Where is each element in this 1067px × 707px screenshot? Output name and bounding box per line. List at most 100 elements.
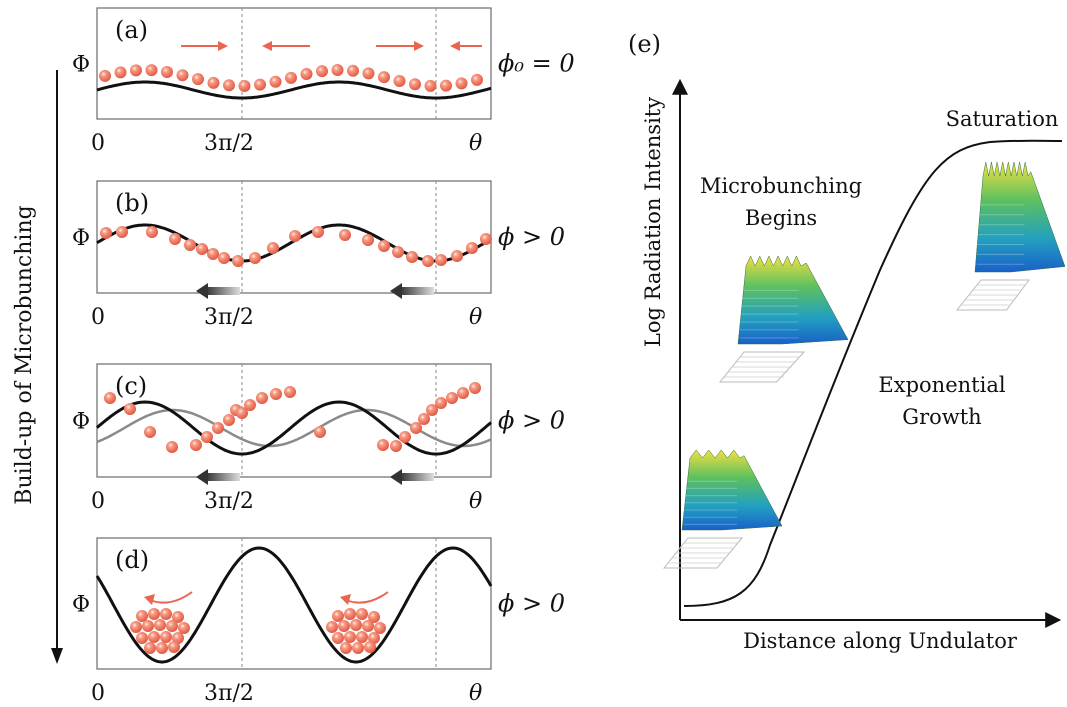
potential-curve — [96, 80, 492, 100]
drift-arrow-head — [390, 283, 402, 299]
force-arrow-head — [262, 41, 272, 51]
particle — [374, 622, 386, 634]
particle — [368, 611, 380, 623]
particle — [332, 632, 344, 644]
force-arrow-head — [450, 41, 460, 51]
particle — [368, 632, 380, 644]
panel-tag: (a) — [115, 16, 148, 44]
particle — [223, 414, 235, 426]
surface-ridge — [974, 161, 1066, 273]
phase-label: ϕ₀ = 0 — [498, 50, 575, 78]
annotation-begins: Begins — [745, 206, 817, 230]
particle — [356, 608, 368, 620]
particle — [207, 76, 220, 89]
panel-e: (e) Log Radiation Intensity Distance alo… — [628, 30, 1066, 653]
panel-tag: (b) — [115, 189, 149, 217]
y-axis-label: Log Radiation Intensity — [641, 97, 665, 347]
particle — [218, 252, 230, 264]
particle — [377, 439, 389, 451]
particle — [201, 431, 213, 443]
annotation-microbunching: Microbunching — [700, 174, 862, 198]
particle — [285, 71, 297, 84]
particle — [156, 642, 168, 654]
build-up-arrow — [51, 70, 63, 664]
phase-label: ϕ > 0 — [498, 407, 565, 435]
surface-plot-saturation — [955, 161, 1066, 311]
x-tick-label: 3π/2 — [204, 489, 254, 514]
particle — [390, 440, 402, 452]
particle — [196, 243, 208, 255]
particle — [392, 246, 404, 258]
particle — [269, 75, 282, 88]
x-tick-label: θ — [469, 681, 482, 706]
bunching-arrow-head — [340, 594, 351, 605]
particle — [440, 79, 452, 92]
particle — [352, 642, 364, 654]
particle — [471, 73, 483, 86]
particle — [160, 608, 172, 620]
particle — [236, 407, 248, 419]
particle — [284, 386, 296, 398]
annotation-exponential: Exponential — [878, 373, 1005, 397]
intensity-curve — [683, 139, 1063, 607]
particle — [166, 620, 178, 632]
bunching-arrow — [149, 591, 193, 604]
particle — [154, 619, 166, 631]
drift-arrow-head — [196, 469, 208, 485]
particle — [130, 621, 142, 633]
particle — [331, 64, 344, 77]
particle — [254, 78, 266, 91]
particle — [184, 239, 196, 251]
particle — [176, 69, 189, 82]
particle — [300, 68, 313, 81]
build-up-label: Build-up of Microbunching — [12, 205, 37, 504]
drift-arrow — [206, 473, 240, 481]
particle — [399, 431, 411, 443]
x-tick-label: 3π/2 — [204, 305, 254, 330]
potential-curve — [96, 400, 492, 456]
particle — [238, 79, 251, 92]
particle — [161, 65, 173, 78]
potential-label: Φ — [72, 410, 90, 435]
particle — [145, 64, 158, 77]
particle — [314, 426, 326, 438]
drift-arrow — [400, 287, 434, 295]
particle — [136, 632, 148, 644]
x-tick-label: 3π/2 — [204, 131, 254, 156]
bunching-arrow-head — [144, 594, 155, 605]
particle — [332, 610, 344, 622]
particle — [223, 79, 235, 92]
drift-arrow-head — [196, 283, 208, 299]
particle — [256, 392, 268, 404]
force-arrow-head — [218, 41, 228, 51]
panel-frame — [96, 537, 492, 670]
x-tick-label: 0 — [91, 681, 105, 706]
particle — [168, 641, 180, 653]
particle — [316, 65, 328, 78]
particle — [178, 622, 190, 634]
panel-b: (b) Φ ϕ > 0 0 3π/2 θ — [72, 180, 565, 330]
particle — [312, 226, 324, 238]
particle — [406, 251, 418, 263]
particle — [172, 611, 184, 623]
particle — [451, 250, 463, 262]
particle — [362, 234, 374, 246]
particle — [190, 439, 202, 451]
particle — [166, 441, 178, 453]
particle — [340, 642, 352, 654]
x-tick-label: θ — [469, 131, 482, 156]
particle — [480, 233, 492, 245]
panel-tag: (d) — [115, 546, 149, 574]
x-tick-label: 0 — [91, 489, 105, 514]
surface-ridge — [681, 449, 783, 531]
particle — [169, 233, 181, 245]
particle — [457, 387, 469, 399]
particle — [160, 631, 172, 643]
phase-label: ϕ > 0 — [498, 590, 565, 618]
particle — [339, 229, 351, 241]
panel-frame — [96, 7, 492, 120]
particle — [114, 66, 127, 79]
drift-arrow — [206, 287, 240, 295]
panel-frame — [96, 363, 492, 478]
